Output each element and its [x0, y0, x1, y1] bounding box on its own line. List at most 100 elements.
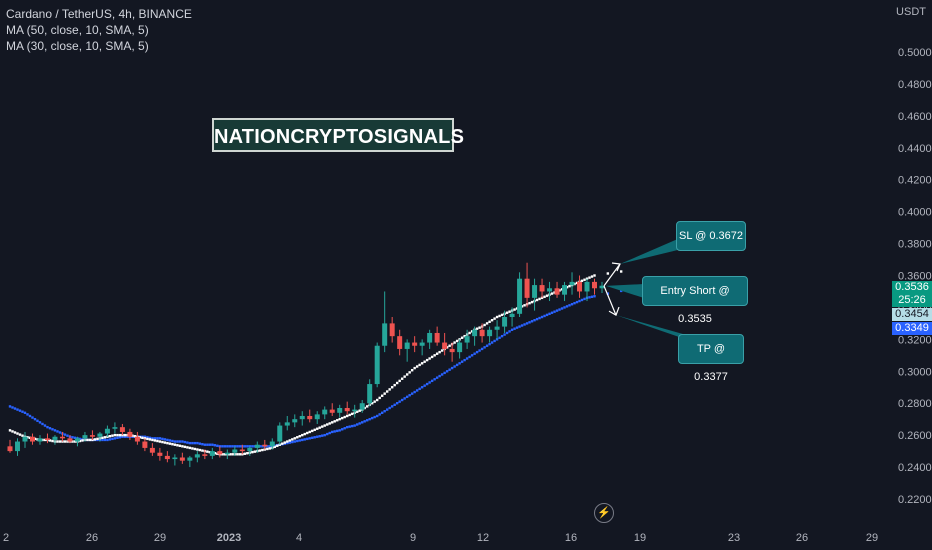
y-tick-label: 0.2800 — [898, 398, 932, 410]
ma30-line-point — [505, 331, 509, 335]
ma30-line-point — [388, 406, 391, 410]
ma30-line-point — [231, 445, 234, 448]
ma30-line-point — [151, 437, 154, 440]
ma30-line-point — [385, 408, 389, 411]
ma30-line-point — [106, 438, 109, 442]
ma30-line-point — [583, 297, 586, 301]
lightning-icon[interactable]: ⚡ — [594, 503, 614, 523]
x-tick-label: 4 — [296, 532, 302, 544]
ma30-line-point — [193, 441, 197, 445]
ma50-line-point — [358, 409, 361, 412]
ma50-line-point — [468, 331, 471, 335]
x-tick-label: 29 — [154, 532, 166, 544]
ma30-line-point — [588, 296, 591, 299]
x-tick-label: 2 — [3, 532, 9, 544]
ma30-line-point — [308, 437, 311, 440]
ma50-line-point — [81, 439, 84, 442]
candle-body — [172, 457, 178, 460]
ma30-line-point — [475, 350, 479, 354]
ma50-line-point — [395, 381, 399, 385]
ma30-line-point — [318, 435, 321, 438]
ma50-line-point — [51, 439, 54, 443]
ma50-line-point — [488, 320, 491, 323]
ma30-line-point — [343, 427, 346, 430]
candle-body — [127, 431, 133, 437]
ma30-line-point — [291, 440, 294, 444]
ma30-line-point — [550, 311, 554, 314]
ma30-line-point — [58, 431, 62, 434]
ma30-line-point — [415, 389, 419, 392]
ma50-line-point — [508, 310, 511, 313]
ma30-line-point — [435, 376, 439, 379]
candle-body — [277, 425, 283, 442]
ma50-line-point — [48, 439, 52, 442]
ma30-line-point — [121, 435, 124, 438]
ma30-line-point — [533, 319, 536, 322]
legend-ma30: MA (30, close, 10, SMA, 5) — [6, 39, 149, 53]
candle-body — [239, 449, 245, 452]
ma50-line-point — [308, 430, 311, 434]
ma30-line-point — [8, 405, 12, 408]
ma50-line-point — [336, 419, 339, 422]
ma50-line-point — [313, 428, 316, 432]
ma50-line-point — [375, 398, 379, 402]
ma50-line-point — [113, 433, 117, 437]
ma50-line-point — [493, 317, 496, 320]
chart-legend: Cardano / TetherUS, 4h, BINANCE MA (50, … — [6, 6, 192, 54]
x-tick-label: 12 — [477, 532, 489, 544]
ma30-line-point — [201, 442, 204, 446]
ma30-line-point — [553, 310, 556, 313]
candle-body — [367, 384, 373, 404]
ma50-line-point — [21, 434, 24, 437]
ma30-line-point — [348, 425, 351, 428]
ma30-line-point — [565, 305, 569, 308]
y-tick-label: 0.3200 — [898, 334, 932, 346]
ma30-line-point — [528, 321, 531, 324]
ma50-line-point — [251, 450, 254, 454]
ma30-line-point — [380, 411, 384, 414]
ma50-line-point — [378, 396, 381, 400]
ma30-line-point — [455, 363, 459, 367]
ma30-line-point — [321, 434, 324, 437]
ma30-line-point — [48, 427, 52, 430]
ma30-line-point — [525, 322, 529, 325]
ma30-line-point — [341, 428, 344, 431]
ma50-line-point — [148, 438, 152, 441]
candle-body — [412, 342, 418, 346]
x-tick-label: 29 — [866, 532, 878, 544]
price-tag-ma50: 0.3454 — [892, 308, 932, 321]
ma30-line-point — [356, 423, 359, 426]
ma30-line-point — [213, 444, 217, 447]
candle-body — [119, 427, 125, 432]
ma30-line-point — [166, 438, 169, 442]
ma30-line-point — [161, 437, 164, 441]
sl-arrow-head — [611, 262, 621, 272]
ma50-line-point — [93, 438, 97, 441]
ma50-line-point — [306, 431, 309, 435]
ma30-line-point — [311, 436, 314, 440]
candle-body — [164, 455, 170, 460]
ma50-line-point — [535, 298, 539, 302]
candle-body — [134, 436, 140, 442]
ma30-line-point — [420, 386, 424, 389]
ma50-line-point — [161, 440, 164, 444]
ma50-line-point — [523, 304, 526, 307]
callout-tp: TP @ 0.3377 — [678, 334, 744, 383]
ma50-line-point — [196, 448, 199, 451]
ma50-line-point — [261, 448, 264, 452]
ma30-line-point — [198, 442, 202, 445]
ma30-line-point — [338, 429, 341, 432]
ma30-line-point — [460, 360, 464, 363]
ma50-line-point — [543, 295, 546, 298]
ma30-line-point — [500, 334, 504, 338]
ma50-line-point — [343, 415, 346, 419]
ma50-line-point — [485, 322, 489, 325]
ma30-line-point — [483, 346, 486, 349]
ma30-line-point — [373, 415, 376, 419]
ma30-line-point — [593, 295, 596, 298]
ma50-line-point — [108, 435, 112, 438]
candle-body — [254, 444, 260, 448]
ma50-line-point — [333, 420, 336, 423]
ma30-line-point — [203, 443, 207, 446]
